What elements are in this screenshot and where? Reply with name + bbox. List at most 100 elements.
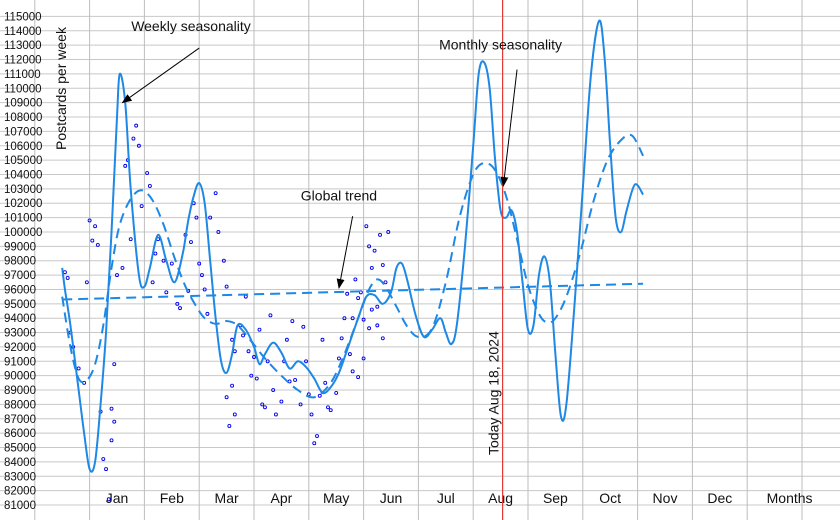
y-tick-label: 89000 <box>4 385 36 397</box>
data-point <box>112 419 117 424</box>
data-point <box>147 184 152 188</box>
data-point <box>309 412 314 417</box>
data-point <box>164 290 169 295</box>
data-point <box>326 405 330 410</box>
month-label: Nov <box>653 490 678 506</box>
data-point <box>101 457 106 461</box>
data-point <box>254 376 259 381</box>
month-label: Apr <box>271 490 293 506</box>
data-point <box>249 373 254 378</box>
data-point <box>323 380 328 385</box>
y-tick-label: 91000 <box>4 356 36 368</box>
data-point <box>298 402 303 407</box>
data-point <box>93 224 98 229</box>
data-point <box>243 294 248 299</box>
y-tick-label: 82000 <box>4 486 36 498</box>
data-point <box>224 284 229 289</box>
data-point <box>134 123 139 128</box>
y-tick-label: 104000 <box>4 169 42 181</box>
data-point <box>202 287 207 292</box>
y-tick-label: 88000 <box>4 399 36 411</box>
data-point <box>312 441 317 446</box>
annotations: Weekly seasonality Monthly seasonality Glo… <box>121 18 562 289</box>
data-point <box>372 248 377 253</box>
month-label: Jul <box>437 490 455 506</box>
annotation-arrow <box>336 216 354 289</box>
data-point <box>227 424 232 428</box>
data-point <box>369 307 374 312</box>
today-marker: Today Aug 18, 2024 <box>486 0 504 520</box>
data-point <box>290 319 295 324</box>
month-label: Aug <box>488 490 513 506</box>
data-point <box>350 316 355 321</box>
data-point <box>334 390 339 395</box>
y-tick-label: 96000 <box>4 284 36 296</box>
data-point <box>131 136 136 141</box>
data-point <box>361 317 366 322</box>
data-point <box>320 337 325 342</box>
data-point <box>304 359 309 364</box>
data-point <box>136 143 141 148</box>
data-point <box>112 362 117 367</box>
y-tick-label: 92000 <box>4 342 36 354</box>
month-label: Mar <box>215 490 239 506</box>
data-point <box>265 359 270 364</box>
y-tick-label: 84000 <box>4 457 36 469</box>
data-point <box>336 356 341 361</box>
month-label: Jun <box>380 490 403 506</box>
y-tick-label: 103000 <box>4 184 42 196</box>
month-label: Months <box>767 490 813 506</box>
data-point <box>139 204 144 209</box>
data-point <box>361 356 366 361</box>
data-point <box>65 276 70 280</box>
data-point <box>115 273 119 278</box>
data-point <box>120 265 125 270</box>
y-tick-label: 90000 <box>4 371 36 383</box>
data-point <box>87 218 92 223</box>
data-point <box>205 311 210 316</box>
data-point <box>197 261 202 266</box>
month-label: May <box>323 490 349 506</box>
month-label: Feb <box>160 490 184 506</box>
annotation-label: Global trend <box>301 187 377 203</box>
data-point <box>252 355 256 359</box>
data-point <box>230 337 235 342</box>
data-point <box>260 402 265 407</box>
y-tick-label: 113000 <box>4 40 42 52</box>
data-point <box>90 238 95 243</box>
data-point <box>367 244 372 249</box>
y-tick-label: 105000 <box>4 155 42 167</box>
data-point <box>224 395 229 400</box>
data-point <box>356 296 361 301</box>
annotation-arrow <box>500 69 518 187</box>
y-tick-label: 109000 <box>4 98 42 110</box>
y-tick-label: 93000 <box>4 328 36 340</box>
data-point <box>369 265 374 270</box>
data-point <box>123 163 128 168</box>
y-axis-title: Postcards per week <box>53 26 69 150</box>
data-point <box>189 240 193 244</box>
y-tick-label: 115000 <box>4 11 42 23</box>
y-tick-label: 112000 <box>4 55 42 67</box>
y-tick-label: 106000 <box>4 141 42 153</box>
y-tick-label: 87000 <box>4 414 36 426</box>
data-point <box>128 237 133 242</box>
y-tick-label: 86000 <box>4 428 36 440</box>
data-point <box>273 412 278 417</box>
data-point <box>271 388 276 392</box>
data-point <box>293 378 298 382</box>
data-point <box>328 408 333 413</box>
data-point <box>378 232 382 237</box>
data-point <box>84 280 89 285</box>
data-point <box>199 273 204 278</box>
data-point <box>284 337 289 342</box>
data-point <box>383 280 388 285</box>
data-point <box>315 434 319 438</box>
data-point <box>367 326 372 331</box>
data-point <box>375 323 380 328</box>
data-point <box>380 336 385 341</box>
data-point <box>230 383 235 388</box>
data-point <box>150 280 155 285</box>
series-lines <box>61 19 644 473</box>
data-point <box>221 258 226 263</box>
